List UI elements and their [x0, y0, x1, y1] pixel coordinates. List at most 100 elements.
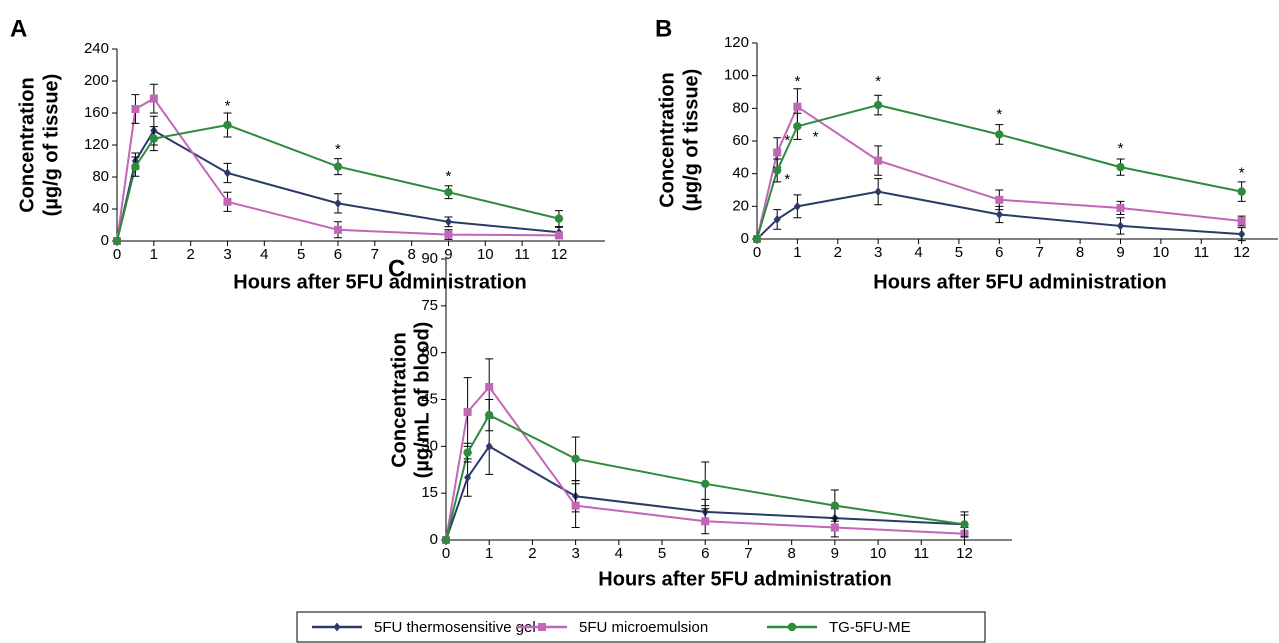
- legend-box: [296, 611, 986, 643]
- marker: [1116, 203, 1125, 212]
- y-tick-label: 90: [421, 250, 438, 267]
- y-tick-label: 80: [732, 99, 749, 116]
- marker: [463, 448, 472, 457]
- marker: [571, 501, 580, 510]
- marker: [131, 162, 140, 171]
- x-axis-label: Hours after 5FU administration: [873, 271, 1166, 293]
- marker: [773, 214, 781, 224]
- annotation: *: [875, 73, 881, 90]
- annotation: *: [794, 73, 800, 90]
- x-tick-label: 8: [1076, 244, 1084, 261]
- marker: [223, 197, 232, 206]
- x-tick-label: 1: [150, 246, 158, 263]
- marker: [485, 441, 493, 451]
- y-tick-label: 120: [84, 136, 109, 153]
- y-tick-label: 0: [101, 232, 109, 249]
- marker: [701, 479, 710, 488]
- x-tick-label: 2: [834, 244, 842, 261]
- marker: [444, 188, 453, 197]
- x-tick-label: 3: [874, 244, 882, 261]
- marker: [1116, 162, 1125, 172]
- marker: [773, 148, 782, 157]
- x-tick-label: 11: [913, 545, 929, 562]
- x-tick-label: 3: [571, 545, 579, 562]
- marker: [752, 234, 762, 244]
- marker: [995, 130, 1004, 139]
- annotation: *: [335, 141, 341, 158]
- x-tick-label: 4: [260, 246, 268, 263]
- marker: [995, 210, 1003, 219]
- x-tick-label: 11: [514, 246, 530, 263]
- x-tick-label: 5: [297, 246, 305, 263]
- marker: [444, 217, 452, 227]
- marker: [793, 102, 802, 111]
- legend-label: TG-5FU-ME: [829, 619, 911, 636]
- annotation: *: [1239, 165, 1245, 182]
- y-tick-label: 20: [732, 197, 749, 214]
- x-tick-label: 4: [615, 545, 623, 562]
- x-tick-label: 5: [658, 545, 666, 562]
- annotation: *: [1118, 140, 1124, 157]
- marker: [793, 201, 801, 211]
- annotation: *: [996, 106, 1002, 123]
- x-tick-label: 9: [444, 246, 452, 263]
- panel-label: B: [655, 15, 672, 42]
- y-tick-label: 45: [421, 390, 438, 407]
- marker: [223, 168, 231, 178]
- x-tick-label: 8: [787, 545, 795, 562]
- x-tick-label: 12: [956, 545, 973, 562]
- y-tick-label: 80: [92, 168, 109, 185]
- x-tick-label: 6: [995, 244, 1003, 261]
- marker: [131, 105, 140, 113]
- marker: [1116, 221, 1124, 231]
- y-tick-label: 60: [732, 132, 749, 149]
- marker: [149, 134, 159, 143]
- x-tick-label: 0: [753, 244, 761, 261]
- marker: [571, 454, 580, 464]
- marker: [463, 407, 472, 416]
- x-tick-label: 8: [407, 246, 415, 263]
- x-tick-label: 9: [1116, 244, 1124, 261]
- marker: [554, 231, 563, 240]
- marker: [701, 517, 710, 526]
- y-tick-label: 75: [421, 297, 438, 314]
- y-axis-label: Concentration: [16, 77, 38, 213]
- legend-label: 5FU thermosensitive gel: [374, 619, 536, 636]
- y-tick-label: 160: [84, 104, 109, 121]
- marker: [223, 120, 232, 130]
- y-axis-label: (µg/mL of blood): [411, 322, 433, 479]
- marker: [149, 94, 158, 103]
- x-tick-label: 10: [1153, 244, 1170, 261]
- x-tick-label: 1: [485, 545, 493, 562]
- panel-label: C: [388, 255, 405, 282]
- x-tick-label: 7: [1036, 244, 1044, 261]
- marker: [485, 410, 494, 420]
- marker: [441, 535, 451, 545]
- x-tick-label: 2: [528, 545, 536, 562]
- x-tick-label: 4: [914, 244, 922, 261]
- marker: [334, 198, 342, 208]
- marker: [873, 100, 883, 110]
- y-axis-label: (µg/g of tissue): [40, 74, 62, 217]
- y-tick-label: 240: [84, 40, 109, 57]
- annotation: *: [784, 171, 790, 188]
- x-axis-label: Hours after 5FU administration: [233, 271, 526, 293]
- marker: [830, 501, 840, 510]
- marker: [874, 156, 883, 165]
- y-tick-label: 120: [724, 34, 749, 51]
- y-axis-label: Concentration: [388, 332, 410, 468]
- x-tick-label: 12: [1233, 244, 1250, 261]
- panel-label: A: [10, 15, 27, 42]
- x-tick-label: 6: [334, 246, 342, 263]
- x-tick-label: 7: [371, 246, 379, 263]
- marker: [444, 230, 453, 239]
- x-tick-label: 11: [1193, 244, 1209, 261]
- x-tick-label: 9: [831, 545, 839, 562]
- x-tick-label: 0: [442, 545, 450, 562]
- marker: [112, 236, 122, 246]
- y-tick-label: 40: [732, 165, 749, 182]
- y-tick-label: 60: [421, 344, 438, 361]
- x-tick-label: 12: [551, 246, 568, 263]
- annotation: *: [225, 98, 231, 115]
